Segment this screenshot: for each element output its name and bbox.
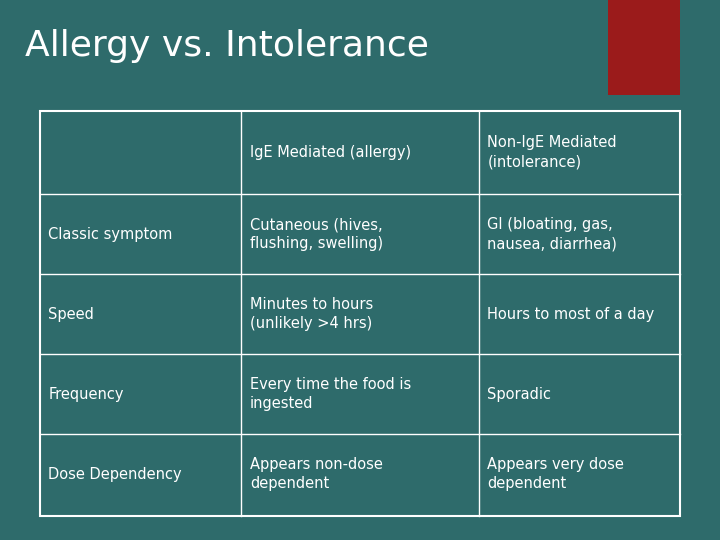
- Text: Speed: Speed: [48, 307, 94, 322]
- Text: Appears non-dose
dependent: Appears non-dose dependent: [250, 457, 383, 491]
- Text: Appears very dose
dependent: Appears very dose dependent: [487, 457, 624, 491]
- Text: GI (bloating, gas,
nausea, diarrhea): GI (bloating, gas, nausea, diarrhea): [487, 217, 617, 252]
- Text: Dose Dependency: Dose Dependency: [48, 467, 182, 482]
- Text: IgE Mediated (allergy): IgE Mediated (allergy): [250, 145, 411, 160]
- Bar: [40, 111, 680, 516]
- Text: Sporadic: Sporadic: [487, 387, 552, 402]
- Text: Classic symptom: Classic symptom: [48, 227, 173, 242]
- Bar: [608, 0, 680, 94]
- Text: Cutaneous (hives,
flushing, swelling): Cutaneous (hives, flushing, swelling): [250, 217, 383, 252]
- Text: Frequency: Frequency: [48, 387, 124, 402]
- Text: Hours to most of a day: Hours to most of a day: [487, 307, 654, 322]
- Text: Minutes to hours
(unlikely >4 hrs): Minutes to hours (unlikely >4 hrs): [250, 297, 373, 332]
- Text: Non-IgE Mediated
(intolerance): Non-IgE Mediated (intolerance): [487, 136, 617, 170]
- Text: Allergy vs. Intolerance: Allergy vs. Intolerance: [25, 29, 429, 63]
- Text: Every time the food is
ingested: Every time the food is ingested: [250, 377, 411, 411]
